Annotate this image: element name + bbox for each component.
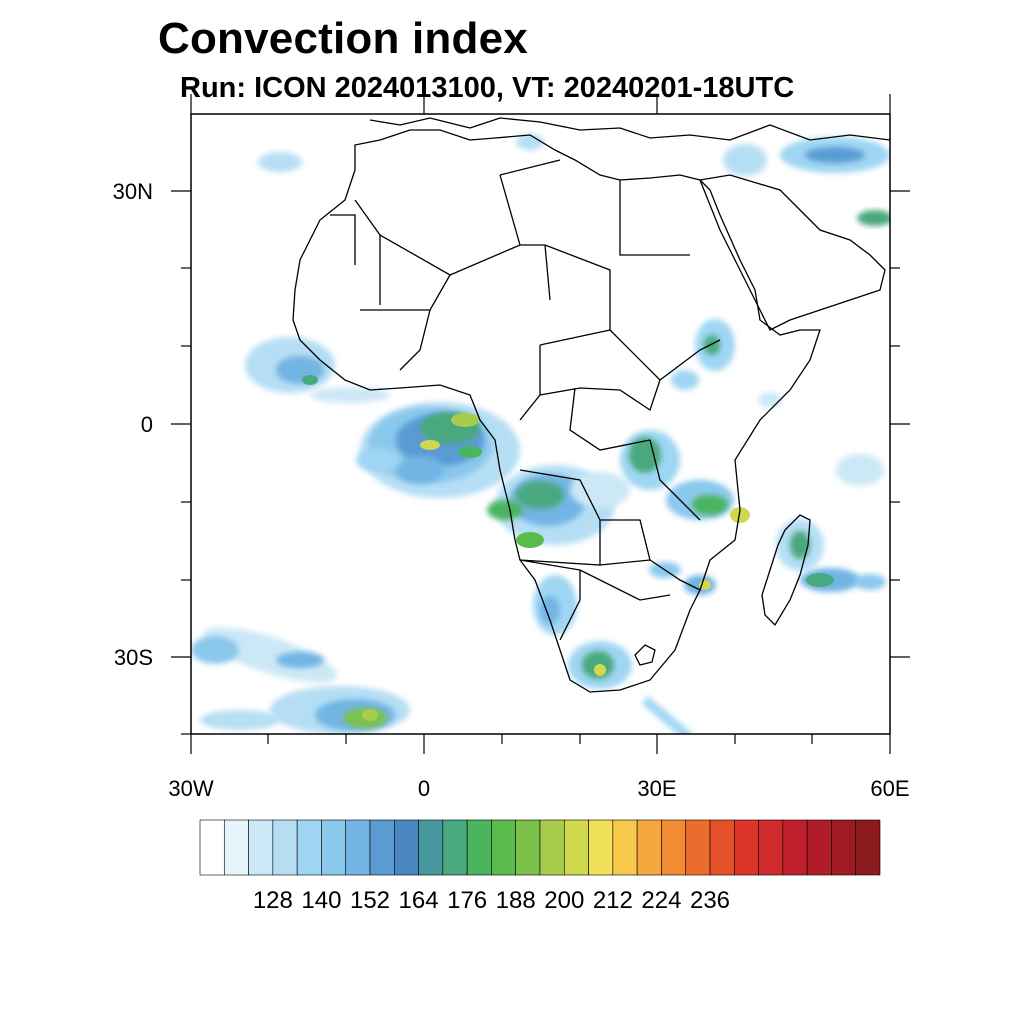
colorbar-swatch <box>563 819 589 876</box>
colorbar-swatch <box>806 819 832 876</box>
colorbar-swatch <box>661 819 687 876</box>
plot-frame <box>190 113 891 735</box>
colorbar-swatch <box>733 819 759 876</box>
colorbar-tick-label: 164 <box>398 887 439 914</box>
inner-borders <box>330 159 721 641</box>
colorbar-tick-label: 188 <box>495 887 536 914</box>
field-gulf-of-guinea <box>356 402 520 498</box>
chart-title: Convection index <box>158 14 528 63</box>
colorbar-tick-label: 140 <box>301 887 342 914</box>
madagascar <box>761 514 811 627</box>
colorbar <box>199 819 881 876</box>
colorbar-tick-label: 236 <box>689 887 731 914</box>
y-label-0: 0 <box>140 412 153 437</box>
colorbar-swatch <box>685 819 711 876</box>
coastlines <box>292 117 890 693</box>
colorbar-swatch <box>831 819 857 876</box>
colorbar-swatch <box>588 819 614 876</box>
lesotho <box>634 644 656 666</box>
colorbar-swatch <box>393 819 419 876</box>
colorbar-swatch <box>248 819 274 876</box>
colorbar-swatch <box>442 819 468 876</box>
colorbar-swatch <box>223 819 249 876</box>
colorbar-swatch <box>636 819 662 876</box>
colorbar-swatch <box>782 819 808 876</box>
field-madagascar <box>776 519 886 592</box>
colorbar-swatch <box>296 819 322 876</box>
colorbar-tick-label: 152 <box>349 887 391 914</box>
field-east-africa <box>620 430 750 595</box>
colorbar-tick-label: 212 <box>592 887 633 914</box>
convection-field <box>191 134 890 734</box>
colorbar-swatch <box>515 819 541 876</box>
field-west-africa <box>245 337 390 403</box>
colorbar-swatch <box>199 819 225 876</box>
axis-ticks <box>171 94 910 754</box>
field-ethiopia <box>671 319 735 390</box>
colorbar-swatch <box>612 819 638 876</box>
colorbar-swatch <box>466 819 492 876</box>
field-congo-angola <box>487 465 630 548</box>
colorbar-tick-label: 224 <box>641 887 682 914</box>
y-label-30s: 30S <box>113 645 153 670</box>
colorbar-swatch <box>758 819 784 876</box>
colorbar-tick-label: 200 <box>544 887 585 914</box>
colorbar-swatch <box>321 819 347 876</box>
field-southern-africa <box>533 575 694 734</box>
colorbar-swatch <box>369 819 395 876</box>
arabia <box>699 174 886 331</box>
colorbar-swatch <box>272 819 298 876</box>
colorbar-swatch <box>709 819 735 876</box>
x-label-30w: 30W <box>168 776 214 801</box>
field-arabia <box>516 134 890 486</box>
colorbar-swatch <box>418 819 444 876</box>
europe-coast <box>369 117 890 141</box>
colorbar-swatch <box>855 819 881 876</box>
colorbar-swatch <box>491 819 517 876</box>
colorbar-tick-label: 176 <box>447 887 488 914</box>
field-south-atlantic <box>191 152 410 734</box>
colorbar-swatch <box>539 819 565 876</box>
chart-subtitle: Run: ICON 2024013100, VT: 20240201-18UTC <box>180 72 795 104</box>
colorbar-swatch <box>345 819 371 876</box>
colorbar-tick-label: 128 <box>252 887 293 914</box>
x-label-30e: 30E <box>637 776 677 801</box>
y-label-30n: 30N <box>112 179 153 204</box>
x-label-60e: 60E <box>870 776 910 801</box>
x-label-0: 0 <box>417 776 431 801</box>
